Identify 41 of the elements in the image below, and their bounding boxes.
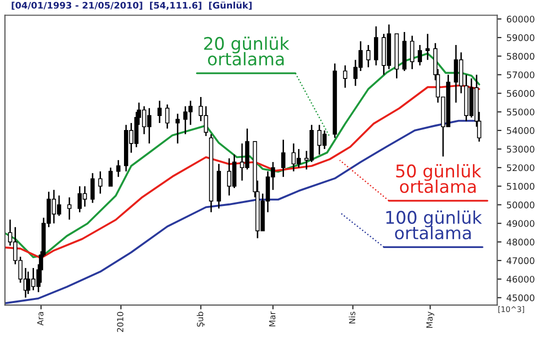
y-tick-label: 59000: [506, 34, 534, 42]
y-tick-label: 56000: [506, 90, 534, 97]
candlestick: [343, 64, 348, 88]
candlestick: [418, 44, 422, 66]
x-tick-label: Ara: [37, 312, 44, 326]
y-tick-label: 55000: [506, 108, 534, 116]
candlestick: [374, 26, 378, 66]
legend-label: 100 günlük ortalama: [386, 210, 482, 240]
y-tick-label: 49000: [506, 220, 534, 227]
y-tick-label: 47000: [506, 257, 534, 264]
candlestick: [98, 170, 102, 194]
x-tick-label: Şub: [196, 312, 205, 327]
y-tick-label: 54000: [506, 127, 534, 134]
candlestick: [116, 159, 120, 178]
x-tick-label: Nis: [348, 312, 356, 324]
y-tick-label: 46000: [506, 276, 534, 283]
candlestick: [90, 172, 95, 204]
candlestick: [108, 166, 113, 187]
y-tick-label: 60000: [506, 16, 534, 23]
candlestick: [67, 196, 72, 220]
y-tick-label: 53000: [506, 146, 534, 153]
candlestick: [165, 104, 170, 130]
candlestick: [366, 44, 370, 68]
candlestick: [281, 139, 286, 178]
y-tick-label: 48000: [506, 238, 534, 246]
candlestick: [426, 33, 430, 61]
candlestick: [176, 113, 180, 144]
x-tick-label: 2010: [117, 312, 124, 332]
candlestick: [410, 35, 414, 70]
text: [04/01/1993 - 21/05/2010] [54,111.6] [Günlük]: [12, 2, 252, 10]
y-tick-label: 50000: [506, 202, 534, 208]
legend-label: 50 günlük ortalama: [396, 164, 482, 194]
y-tick-label: 45000: [506, 294, 534, 302]
y-tick-label: 57000: [506, 71, 534, 78]
text: 20 günlük ortalama: [204, 36, 290, 66]
x-tick-label: May: [426, 312, 434, 328]
candlestick: [157, 100, 162, 124]
y-tick-label: 51000: [506, 182, 534, 190]
y-tick-label: 52000: [506, 164, 534, 172]
y-tick-label: 58000: [506, 52, 534, 60]
x-tick-label: Mar: [269, 311, 276, 326]
